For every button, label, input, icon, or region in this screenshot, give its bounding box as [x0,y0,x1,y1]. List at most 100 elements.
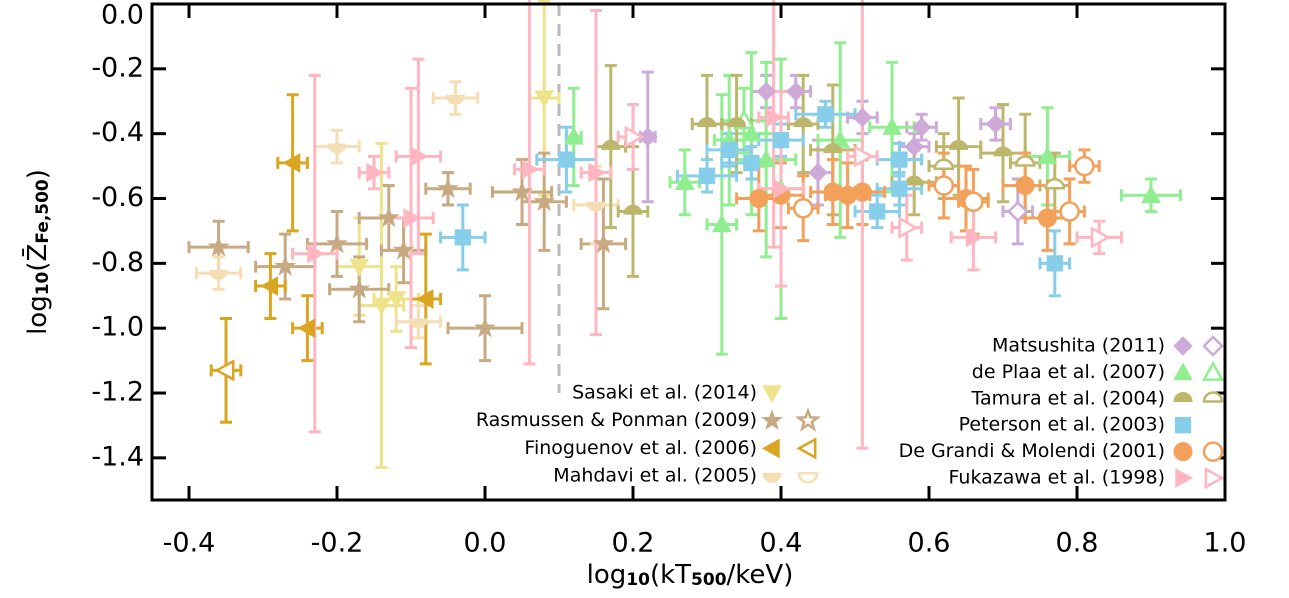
marker [817,106,834,123]
marker [852,182,872,202]
marker [326,232,348,254]
marker [454,229,471,246]
x-tick-label: 0.8 [1056,528,1099,559]
y-axis-label: log10(Z̄Fe,500) [21,169,53,335]
marker [756,149,777,168]
y-tick-label: -1.4 [91,441,144,472]
legend-label: Rasmussen & Ponman (2009) [476,409,757,431]
marker [711,214,732,233]
legend-label: de Plaa et al. (2007) [972,361,1165,383]
marker [214,359,235,382]
marker [993,146,1013,157]
axis-label-part: log [587,560,627,590]
marker [765,107,784,128]
marker [386,291,407,310]
marker [282,153,301,173]
legend-marker-open [796,437,817,460]
legend-label: Sasaki et al. (2014) [572,382,757,404]
axis-label-part: (Z̄ [21,244,53,272]
plot-frame [150,2,1227,502]
axis-label-subscript: 10 [626,570,650,590]
marker [638,127,658,147]
legend-marker-open [1204,466,1225,490]
axis-label-part: /keV) [727,560,794,590]
axis-label-subscript: Fe,500 [33,179,53,244]
legend-marker-open [797,472,819,484]
marker [898,216,919,239]
x-axis-label: log10(kT500/keV) [587,560,794,591]
marker [297,318,316,339]
marker [904,175,924,186]
marker [741,123,762,142]
x-tick-label: -0.2 [311,528,364,559]
marker [904,136,924,157]
legend-marker [1175,468,1194,488]
marker [882,117,902,135]
marker [1037,208,1057,228]
legend-marker [761,409,783,430]
marker [891,151,908,168]
marker [853,145,874,168]
marker [698,167,716,184]
marker [721,141,738,159]
marker [933,175,955,196]
y-tick-label: -1.2 [91,377,144,408]
legend-label: Fukazawa et al. (1998) [949,467,1165,489]
legend-marker-open [795,407,821,432]
x-tick-label: -0.4 [163,528,216,559]
legend-label: Peterson et al. (2003) [959,414,1165,436]
marker [749,189,769,209]
marker [1074,155,1095,177]
marker [533,190,556,211]
marker [403,208,422,228]
marker [773,178,792,199]
marker [808,162,828,183]
marker [1141,185,1161,203]
marker [586,201,606,212]
marker [377,206,400,228]
y-tick-label: -0.6 [91,182,144,213]
marker [371,297,392,316]
axis-label-part: log [23,295,53,335]
marker [408,318,428,329]
legend-label: De Grandi & Molendi (2001) [899,440,1165,462]
legend-marker-open [1202,335,1224,357]
error-bar [579,177,628,311]
marker [445,94,465,105]
marker [260,276,279,296]
error-bar [846,0,879,450]
marker [823,143,843,154]
marker [592,232,615,254]
marker [437,177,459,198]
y-tick-label: -1.0 [91,312,144,343]
marker [511,180,533,202]
marker [1044,178,1066,190]
marker [624,125,645,149]
axis-label-part: ) [23,169,53,179]
axis-label-subscript: 500 [691,570,727,590]
marker [558,151,575,168]
marker [911,117,932,137]
marker [415,289,434,309]
legend-marker-open [1202,391,1224,403]
x-tick-label: 0.4 [760,528,803,559]
marker [792,197,814,219]
marker [534,90,555,109]
legend-marker [1174,417,1192,434]
marker [209,269,229,280]
marker [743,154,760,171]
axis-label-subscript: 10 [33,271,53,295]
legend-label: Matsushita (2011) [992,335,1165,357]
legend-marker [1173,336,1193,356]
marker [474,316,496,338]
y-error-bar [523,0,536,366]
marker [521,159,540,180]
marker [933,158,955,171]
x-tick-label: 0.0 [464,528,507,559]
marker [786,81,806,102]
marker [410,146,429,167]
marker [949,139,969,150]
marker [1007,200,1029,223]
marker [1059,201,1080,222]
